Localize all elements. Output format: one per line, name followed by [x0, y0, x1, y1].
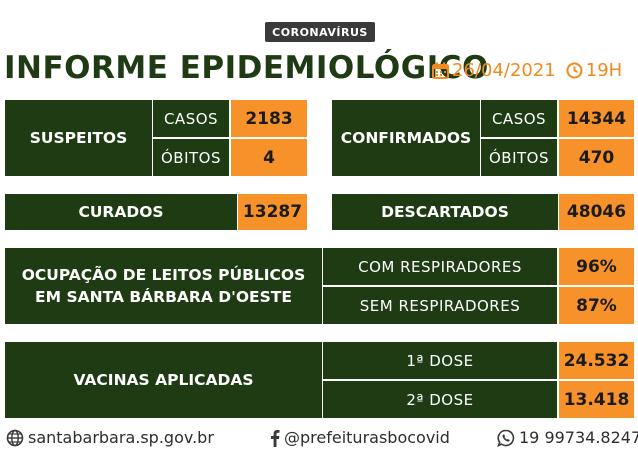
confirmados-obitos-label: ÓBITOS	[481, 139, 557, 176]
curados-label: CURADOS	[5, 194, 237, 230]
report-time: 19H	[585, 60, 623, 81]
calendar-icon	[432, 62, 449, 79]
dose2-label: 2ª DOSE	[323, 381, 557, 418]
phone-text: 19 99734.8247	[519, 428, 638, 447]
facebook-icon	[271, 429, 280, 447]
dose1-label: 1ª DOSE	[323, 342, 557, 379]
suspeitos-obitos-label: ÓBITOS	[153, 139, 229, 176]
suspeitos-label: SUSPEITOS	[5, 100, 152, 176]
vacinas-label: VACINAS APLICADAS	[5, 342, 322, 418]
date-time: 26/04/2021 19H	[432, 60, 622, 81]
footer-social[interactable]: @prefeiturasbocovid	[270, 428, 450, 447]
sem-respiradores-value: 87%	[559, 287, 634, 324]
com-respiradores-label: COM RESPIRADORES	[323, 248, 557, 285]
globe-icon	[6, 429, 24, 446]
page-title: INFORME EPIDEMIOLÓGICO	[4, 50, 489, 86]
suspeitos-casos-label: CASOS	[153, 100, 229, 137]
ocupacao-label: OCUPAÇÃO DE LEITOS PÚBLICOS EM SANTA BÁR…	[5, 248, 322, 324]
dose1-value: 24.532	[559, 342, 634, 379]
descartados-label: DESCARTADOS	[332, 194, 558, 230]
dose2-value: 13.418	[559, 381, 634, 418]
com-respiradores-value: 96%	[559, 248, 634, 285]
footer-website[interactable]: santabarbara.sp.gov.br	[6, 428, 214, 447]
footer: santabarbara.sp.gov.br @prefeiturasbocov…	[0, 428, 638, 452]
website-text: santabarbara.sp.gov.br	[28, 428, 214, 447]
report-date: 26/04/2021	[452, 60, 556, 81]
suspeitos-casos-value: 2183	[231, 100, 307, 137]
confirmados-casos-label: CASOS	[481, 100, 557, 137]
ocupacao-label-line2: EM SANTA BÁRBARA D'OESTE	[35, 288, 292, 306]
whatsapp-icon	[497, 429, 515, 447]
confirmados-label: CONFIRMADOS	[332, 100, 480, 176]
confirmados-obitos-value: 470	[559, 139, 634, 176]
suspeitos-obitos-value: 4	[231, 139, 307, 176]
descartados-value: 48046	[559, 194, 634, 230]
clock-icon	[566, 62, 583, 79]
coronavirus-badge: CORONAVÍRUS	[265, 22, 375, 42]
sem-respiradores-label: SEM RESPIRADORES	[323, 287, 557, 324]
curados-value: 13287	[238, 194, 307, 230]
footer-phone[interactable]: 19 99734.8247	[497, 428, 638, 447]
confirmados-casos-value: 14344	[559, 100, 634, 137]
ocupacao-label-line1: OCUPAÇÃO DE LEITOS PÚBLICOS	[21, 266, 306, 284]
social-text: @prefeiturasbocovid	[284, 428, 450, 447]
